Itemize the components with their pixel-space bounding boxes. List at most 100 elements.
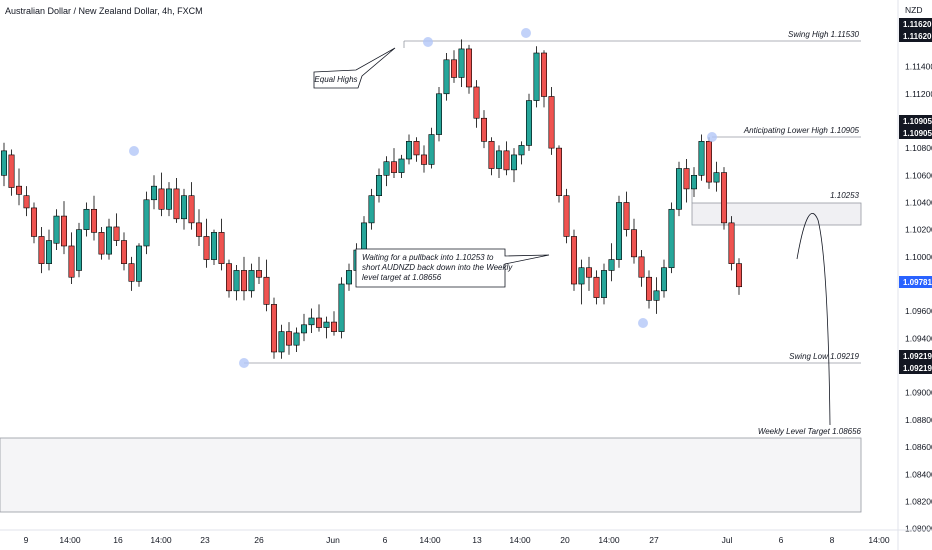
time-axis[interactable]: 9 14:00 16 14:00 23 26 Jun 6 14:00 13 14:00 20 14:00… xyxy=(24,535,890,545)
time-tick-label: 13 xyxy=(472,535,482,545)
candle-body xyxy=(705,141,712,183)
trade-plan-callout[interactable]: Waiting for a pullback into 1.10253 to s… xyxy=(355,248,550,288)
trade-plan-line-2: short AUDNZD back down into the Weekly xyxy=(362,263,513,272)
projection-path xyxy=(796,213,831,426)
candle-body xyxy=(585,267,592,278)
candle-body xyxy=(45,240,52,264)
time-tick-label: 14:00 xyxy=(598,535,620,545)
candle-body xyxy=(518,145,525,156)
weekly-target-zone xyxy=(0,437,862,513)
candle-body xyxy=(203,236,210,260)
candle-body xyxy=(495,150,502,169)
candle-body xyxy=(570,236,577,285)
candle-body xyxy=(315,317,322,328)
candle-body xyxy=(615,202,622,260)
price-tick-label: 1.09600 xyxy=(905,306,932,316)
candle-body xyxy=(668,208,675,269)
weekly-target-label: Weekly Level Target 1.08656 xyxy=(758,427,862,436)
candle-body xyxy=(91,208,98,233)
trade-plan-line-1: Waiting for a pullback into 1.10253 to xyxy=(362,253,494,262)
candle-body xyxy=(188,195,195,224)
candle-body xyxy=(136,245,143,282)
candle-body xyxy=(390,161,397,173)
candle-body xyxy=(143,199,150,247)
candle-body xyxy=(241,270,248,292)
swing-high-label: Swing High 1.11530 xyxy=(788,30,860,39)
candle-body xyxy=(293,332,300,346)
candle-body xyxy=(525,100,532,146)
candle-body xyxy=(375,175,382,196)
swing-marker xyxy=(239,358,249,368)
candle-body xyxy=(533,52,540,101)
candle-body xyxy=(0,150,8,176)
candle-body xyxy=(60,215,67,247)
price-tag xyxy=(899,350,932,362)
swing-marker xyxy=(521,28,531,38)
candle-body xyxy=(300,324,307,334)
price-tick-label: 1.09000 xyxy=(905,388,932,398)
candle-body xyxy=(330,321,337,332)
candle-body xyxy=(443,59,450,95)
candle-body xyxy=(8,154,15,188)
equal-highs-callout[interactable]: Equal Highs xyxy=(313,47,396,89)
candle-body xyxy=(720,172,727,224)
candle-body xyxy=(600,270,607,298)
price-tick-label: 1.08600 xyxy=(905,442,932,452)
price-tick-label: 1.10600 xyxy=(905,170,932,180)
candle-body xyxy=(563,195,570,237)
candle-body xyxy=(608,259,615,271)
time-tick-label: 8 xyxy=(830,535,835,545)
price-tick-label: 1.11400 xyxy=(905,62,932,72)
candle-body xyxy=(173,188,180,220)
price-tag-label: 1.09219 xyxy=(903,364,932,373)
candle-body xyxy=(398,158,405,173)
price-axis[interactable]: 1.11400 1.11200 1.10800 1.10600 1.10400 1.102… xyxy=(905,62,932,534)
price-tag xyxy=(899,18,932,30)
equal-highs-label: Equal Highs xyxy=(314,75,357,84)
candle-body xyxy=(15,185,22,195)
candle-body xyxy=(248,270,255,292)
candle-body xyxy=(690,175,697,190)
price-tag xyxy=(899,30,932,42)
candle-body xyxy=(623,202,630,230)
candle-body xyxy=(113,226,120,241)
time-tick-label: 27 xyxy=(649,535,659,545)
price-tag xyxy=(899,127,932,139)
candle-body xyxy=(308,317,315,326)
time-tick-label: 14:00 xyxy=(150,535,172,545)
time-tick-label: 14:00 xyxy=(509,535,531,545)
swing-markers xyxy=(129,28,717,368)
candle-body xyxy=(226,263,233,292)
candle-body xyxy=(473,86,480,119)
candle-body xyxy=(53,215,60,244)
candle-body xyxy=(735,263,742,288)
price-tags: 1.11620 1.11620 1.10905 1.10905 1.09781 1.092… xyxy=(899,18,932,374)
candle-body xyxy=(76,229,83,271)
price-tag xyxy=(899,362,932,374)
candle-body xyxy=(323,321,330,328)
time-tick-label: 23 xyxy=(200,535,210,545)
lower-high-label: Anticipating Lower High 1.10905 xyxy=(743,126,860,135)
candle-body xyxy=(121,240,128,264)
candle-body xyxy=(465,48,472,88)
candle-body xyxy=(285,331,292,346)
candle-body xyxy=(211,232,218,260)
candle-body xyxy=(653,290,660,301)
time-tick-label: Jul xyxy=(722,535,733,545)
candle-series xyxy=(0,39,742,359)
price-tick-label: 1.08800 xyxy=(905,415,932,425)
swing-marker xyxy=(707,132,717,142)
time-tick-label: 20 xyxy=(560,535,570,545)
candle-body xyxy=(181,195,188,220)
price-tick-label: 1.10200 xyxy=(905,225,932,235)
candle-body xyxy=(345,270,352,285)
candle-body xyxy=(593,276,600,298)
price-tick-label: 1.10000 xyxy=(905,252,932,262)
candle-body xyxy=(405,141,412,160)
price-tick-label: 1.08400 xyxy=(905,469,932,479)
price-tag-label: 1.09219 xyxy=(903,352,932,361)
candle-body xyxy=(128,263,135,282)
candle-body xyxy=(166,188,173,210)
candle-body xyxy=(338,283,345,332)
